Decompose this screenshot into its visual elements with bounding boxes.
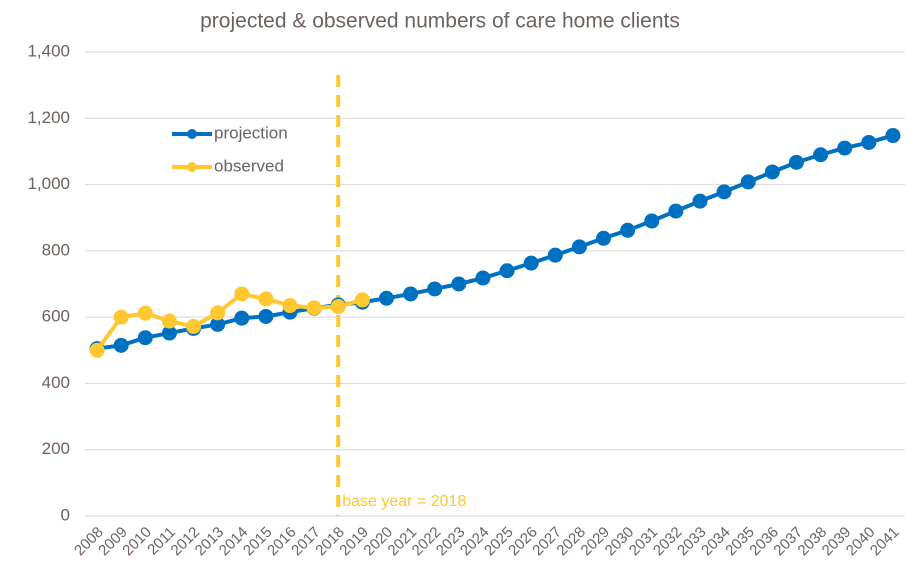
data-point	[210, 316, 226, 332]
data-point	[258, 291, 274, 307]
series-line	[96, 133, 894, 351]
legend-marker	[187, 129, 197, 139]
data-point	[282, 298, 298, 314]
legend-label: observed	[214, 156, 284, 175]
chart-title: projected & observed numbers of care hom…	[200, 10, 680, 33]
data-point	[668, 203, 684, 219]
data-point	[571, 239, 587, 255]
data-point	[861, 134, 877, 150]
data-point	[427, 281, 443, 297]
data-point	[523, 255, 539, 271]
data-point	[596, 230, 612, 246]
data-point	[403, 286, 419, 302]
data-point	[837, 140, 853, 156]
y-tick-label: 1,400	[27, 41, 70, 60]
data-point	[137, 330, 153, 346]
data-point	[499, 263, 515, 279]
data-point	[475, 270, 491, 286]
data-point	[234, 286, 250, 302]
data-point	[161, 325, 177, 341]
data-point	[644, 213, 660, 229]
legend-marker	[187, 162, 197, 172]
y-tick-label: 800	[42, 240, 70, 259]
data-point	[764, 164, 780, 180]
legend-label: projection	[214, 123, 288, 142]
annotation: base year = 2018	[342, 493, 466, 510]
y-tick-label: 0	[61, 505, 70, 524]
data-point	[451, 276, 467, 292]
data-point	[547, 247, 563, 263]
y-tick-label: 600	[42, 307, 70, 326]
data-point	[89, 342, 105, 358]
data-point	[113, 337, 129, 353]
data-point	[885, 128, 901, 144]
data-point	[161, 313, 177, 329]
data-point	[186, 318, 202, 334]
x-tick-label: 2041	[867, 524, 903, 560]
data-point	[354, 292, 370, 308]
y-tick-label: 200	[42, 439, 70, 458]
data-point	[210, 305, 226, 321]
data-point	[306, 300, 322, 316]
data-point	[234, 310, 250, 326]
y-tick-label: 400	[42, 373, 70, 392]
y-tick-label: 1,200	[27, 108, 70, 127]
data-point	[740, 174, 756, 190]
y-tick-label: 1,000	[27, 174, 70, 193]
data-point	[692, 193, 708, 209]
data-point	[788, 154, 804, 170]
data-point	[137, 305, 153, 321]
data-point	[258, 308, 274, 324]
data-point	[813, 147, 829, 163]
data-point	[716, 184, 732, 200]
data-point	[330, 299, 346, 315]
data-point	[113, 309, 129, 325]
data-point	[620, 222, 636, 238]
data-point	[378, 290, 394, 306]
